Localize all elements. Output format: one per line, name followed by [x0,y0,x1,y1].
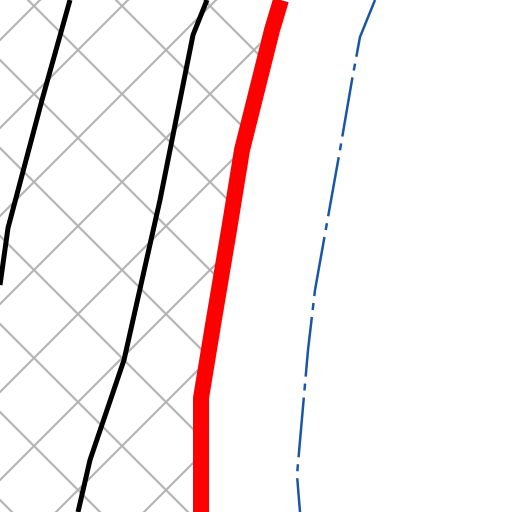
red-boundary [193,0,289,512]
blue-dash-dot-line [295,0,377,512]
black-line [75,0,210,512]
black-line [0,0,73,286]
hatched-area [0,0,272,512]
